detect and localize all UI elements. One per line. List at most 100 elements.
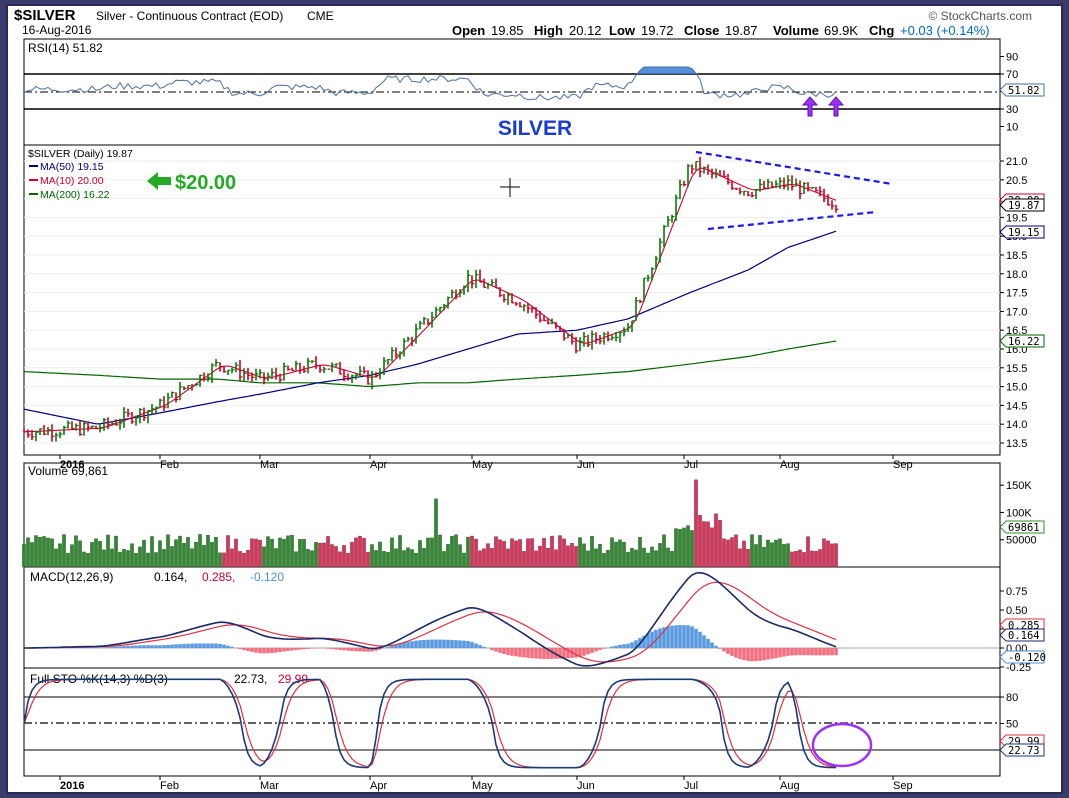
volume-bar [706, 521, 710, 568]
macd-histogram-bar [202, 643, 206, 648]
volume-bar [158, 540, 162, 568]
macd-histogram-bar [778, 648, 782, 658]
volume-bar [650, 546, 654, 568]
volume-bar [258, 539, 262, 568]
macd-histogram-bar [282, 648, 286, 652]
volume-bar [762, 546, 766, 568]
volume-bar [786, 543, 790, 568]
volume-bar [498, 539, 502, 568]
rsi-line [23, 66, 837, 101]
price-bars [23, 156, 839, 442]
volume-bar [262, 546, 266, 568]
macd-histogram-bar [518, 648, 522, 657]
ma200-line [23, 340, 837, 388]
volume-bar [594, 548, 598, 568]
volume-bar [178, 535, 182, 568]
macd-histogram-bar [274, 648, 278, 653]
rsi-tick-label: 90 [1006, 52, 1018, 64]
volume-bar [582, 543, 586, 568]
macd-histogram-bar [738, 648, 742, 659]
date-axis: 2016 2016 Feb Feb Mar Mar Apr Apr May May Jun Jun Ju… [59, 455, 913, 792]
volume-bar [106, 534, 110, 568]
stock-chart[interactable]: $SILVER Silver - Continuous Contract (EO… [8, 6, 1061, 792]
price-tick-label: 19.5 [1006, 212, 1027, 224]
macd-histogram-bar [578, 648, 582, 657]
macd-histogram-bar [766, 648, 770, 660]
volume-tick-label: 50000 [1006, 535, 1037, 547]
volume-bar [22, 544, 26, 568]
macd-histogram-bar [278, 648, 282, 653]
date-label: Aug [780, 459, 800, 471]
volume-bar [326, 536, 330, 568]
volume-bar [826, 540, 830, 568]
macd-histogram-bar [418, 640, 422, 648]
value-badges: 51.8220.0019.8719.1516.22698610.2850.164… [999, 83, 1046, 757]
macd-histogram-bar [558, 648, 562, 659]
price-tick-label: 17.5 [1006, 288, 1027, 300]
volume-bar [34, 535, 38, 568]
sto-tick-label: 80 [1006, 692, 1018, 704]
date-label: Feb [160, 780, 179, 792]
legend-price: $SILVER (Daily) 19.87 [28, 148, 133, 160]
price-panel[interactable] [23, 144, 1001, 456]
high-label: High [534, 23, 563, 38]
volume-bar [126, 550, 130, 568]
volume-bar [570, 542, 574, 568]
volume-bar [478, 550, 482, 568]
volume-bar [738, 548, 742, 568]
volume-bar [94, 538, 98, 568]
green-arrow-icon [147, 172, 171, 190]
chart-frame: $SILVER Silver - Continuous Contract (EO… [6, 4, 1063, 794]
volume-bar [482, 548, 486, 568]
volume-bar [298, 539, 302, 568]
open-label: Open [452, 23, 485, 38]
macd-signal-line [24, 581, 837, 663]
volume-bar [30, 542, 34, 568]
volume-bar [438, 534, 442, 568]
volume-bar [418, 540, 422, 568]
macd-histogram-bar [530, 648, 534, 659]
macd-histogram-bar [470, 641, 474, 648]
volume-bar [814, 551, 818, 568]
macd-histogram-bar [690, 626, 694, 648]
volume-bar [494, 536, 498, 568]
price-tick-label: 13.5 [1006, 438, 1027, 450]
volume-bar [410, 549, 414, 568]
low-label: Low [609, 23, 636, 38]
macd-histogram-bar [198, 643, 202, 648]
sto-panel[interactable] [23, 667, 1001, 777]
purple-arrow-1 [801, 96, 819, 117]
volume-bar [138, 546, 142, 568]
volume-bar [390, 537, 394, 568]
macd-histogram-bar [666, 626, 670, 648]
volume-bar [42, 536, 46, 568]
macd-histogram-bar [478, 645, 482, 648]
price-tick-label: 16.5 [1006, 325, 1027, 337]
macd-histogram-bar [190, 643, 194, 648]
macd-histogram-bar [118, 646, 122, 648]
volume-bar [278, 537, 282, 568]
volume-bar [430, 537, 434, 568]
badge-text: 16.22 [1008, 336, 1040, 348]
volume-bar [798, 549, 802, 568]
volume-bar [714, 513, 718, 568]
macd-histogram-bar [674, 625, 678, 648]
volume-bar [778, 538, 782, 568]
macd-histogram-bar [566, 648, 570, 659]
macd-histogram-bar [354, 648, 358, 652]
volume-bar [626, 551, 630, 568]
date-label: Apr [370, 780, 387, 792]
volume-bar [322, 542, 326, 568]
price-tick-label: 21.0 [1006, 156, 1027, 168]
volume-bar [162, 549, 166, 568]
macd-histogram-bar [814, 648, 818, 656]
value-badge: 19.87 [999, 198, 1045, 212]
macd-histogram-bar [598, 648, 602, 651]
macd-histogram-bar [298, 648, 302, 650]
volume-bar [674, 528, 678, 568]
triangle-upper-trendline [695, 150, 893, 186]
value-badge: 22.73 [999, 743, 1045, 757]
badge-text: 0.164 [1008, 630, 1040, 642]
volume-bar [642, 547, 646, 568]
macd-histogram-bar [434, 639, 438, 648]
